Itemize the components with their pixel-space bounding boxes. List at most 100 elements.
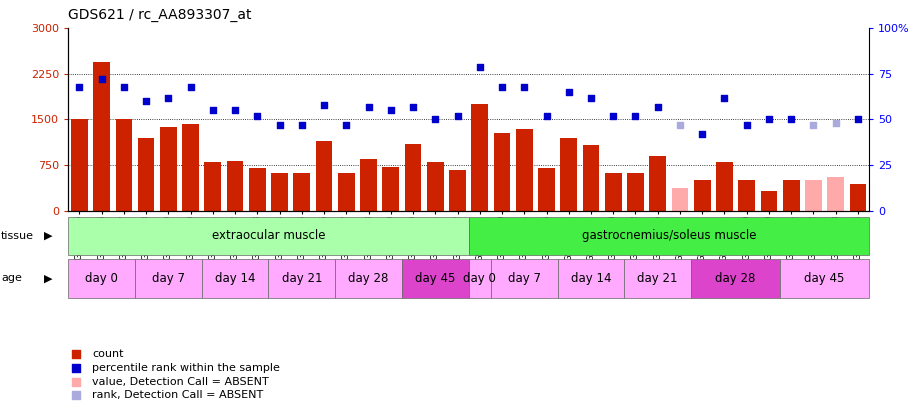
Text: value, Detection Call = ABSENT: value, Detection Call = ABSENT bbox=[92, 377, 269, 387]
Text: day 21: day 21 bbox=[638, 272, 678, 285]
Point bbox=[272, 122, 287, 128]
Point bbox=[561, 89, 576, 96]
Bar bbox=[516, 129, 532, 211]
Point bbox=[828, 120, 843, 126]
Bar bbox=[469, 259, 490, 298]
Point bbox=[69, 392, 84, 399]
Bar bbox=[783, 180, 800, 211]
Text: day 7: day 7 bbox=[152, 272, 185, 285]
Point bbox=[428, 116, 442, 123]
Text: day 28: day 28 bbox=[715, 272, 756, 285]
Point bbox=[69, 378, 84, 385]
Bar bbox=[182, 124, 199, 211]
Point bbox=[672, 122, 687, 128]
Text: GDS621 / rc_AA893307_at: GDS621 / rc_AA893307_at bbox=[68, 8, 252, 22]
Text: ▶: ▶ bbox=[44, 231, 52, 241]
Bar bbox=[650, 156, 666, 211]
Bar bbox=[850, 184, 866, 211]
Text: day 0: day 0 bbox=[86, 272, 118, 285]
Point bbox=[472, 63, 487, 70]
Bar bbox=[490, 259, 558, 298]
Point bbox=[228, 107, 242, 113]
Point bbox=[183, 83, 197, 90]
Bar bbox=[402, 259, 469, 298]
Bar bbox=[71, 119, 87, 211]
Bar bbox=[450, 170, 466, 211]
Point bbox=[69, 351, 84, 358]
Bar bbox=[538, 168, 555, 211]
Text: extraocular muscle: extraocular muscle bbox=[212, 229, 325, 243]
Point bbox=[851, 116, 865, 123]
Point bbox=[116, 83, 131, 90]
Text: day 45: day 45 bbox=[415, 272, 456, 285]
Bar bbox=[805, 180, 822, 211]
Bar bbox=[427, 162, 444, 211]
Bar bbox=[137, 138, 155, 211]
Bar bbox=[202, 259, 268, 298]
Bar bbox=[135, 259, 202, 298]
Point bbox=[540, 113, 554, 119]
Point bbox=[72, 83, 86, 90]
Point bbox=[95, 76, 109, 83]
Text: day 7: day 7 bbox=[508, 272, 541, 285]
Point bbox=[695, 131, 710, 137]
Text: count: count bbox=[92, 350, 124, 360]
Text: gastrocnemius/soleus muscle: gastrocnemius/soleus muscle bbox=[581, 229, 756, 243]
Point bbox=[495, 83, 510, 90]
Bar bbox=[493, 133, 511, 211]
Bar bbox=[316, 141, 332, 211]
Point bbox=[317, 102, 331, 108]
Point bbox=[250, 113, 265, 119]
Bar bbox=[405, 144, 421, 211]
Point bbox=[161, 94, 176, 101]
Point bbox=[406, 103, 420, 110]
Bar bbox=[761, 190, 777, 211]
Bar bbox=[672, 188, 688, 211]
Point bbox=[139, 98, 154, 104]
Point bbox=[383, 107, 398, 113]
Text: day 28: day 28 bbox=[349, 272, 389, 285]
Text: day 14: day 14 bbox=[571, 272, 612, 285]
Bar bbox=[716, 162, 733, 211]
Point bbox=[606, 113, 621, 119]
Bar bbox=[691, 259, 780, 298]
Bar bbox=[293, 173, 310, 211]
Bar bbox=[93, 62, 110, 211]
Point bbox=[628, 113, 642, 119]
Bar bbox=[160, 127, 177, 211]
Point bbox=[651, 103, 665, 110]
Bar bbox=[68, 259, 135, 298]
Bar bbox=[205, 162, 221, 211]
Text: day 21: day 21 bbox=[281, 272, 322, 285]
Bar bbox=[227, 161, 244, 211]
Point bbox=[784, 116, 798, 123]
Bar bbox=[360, 159, 377, 211]
Text: rank, Detection Call = ABSENT: rank, Detection Call = ABSENT bbox=[92, 390, 264, 400]
Bar bbox=[469, 217, 869, 255]
Point bbox=[517, 83, 531, 90]
Point bbox=[295, 122, 309, 128]
Bar bbox=[68, 217, 469, 255]
Point bbox=[762, 116, 776, 123]
Bar bbox=[249, 168, 266, 211]
Bar bbox=[558, 259, 624, 298]
Bar bbox=[335, 259, 402, 298]
Bar bbox=[827, 177, 844, 211]
Text: age: age bbox=[1, 273, 22, 283]
Bar bbox=[605, 173, 622, 211]
Point bbox=[583, 94, 598, 101]
Bar bbox=[471, 104, 488, 211]
Point bbox=[69, 365, 84, 371]
Bar bbox=[627, 173, 643, 211]
Bar bbox=[582, 145, 600, 211]
Point bbox=[206, 107, 220, 113]
Point bbox=[806, 122, 821, 128]
Point bbox=[450, 113, 465, 119]
Text: day 0: day 0 bbox=[463, 272, 496, 285]
Bar bbox=[271, 173, 288, 211]
Bar bbox=[561, 138, 577, 211]
Bar bbox=[624, 259, 691, 298]
Point bbox=[717, 94, 732, 101]
Bar bbox=[780, 259, 869, 298]
Text: day 45: day 45 bbox=[804, 272, 844, 285]
